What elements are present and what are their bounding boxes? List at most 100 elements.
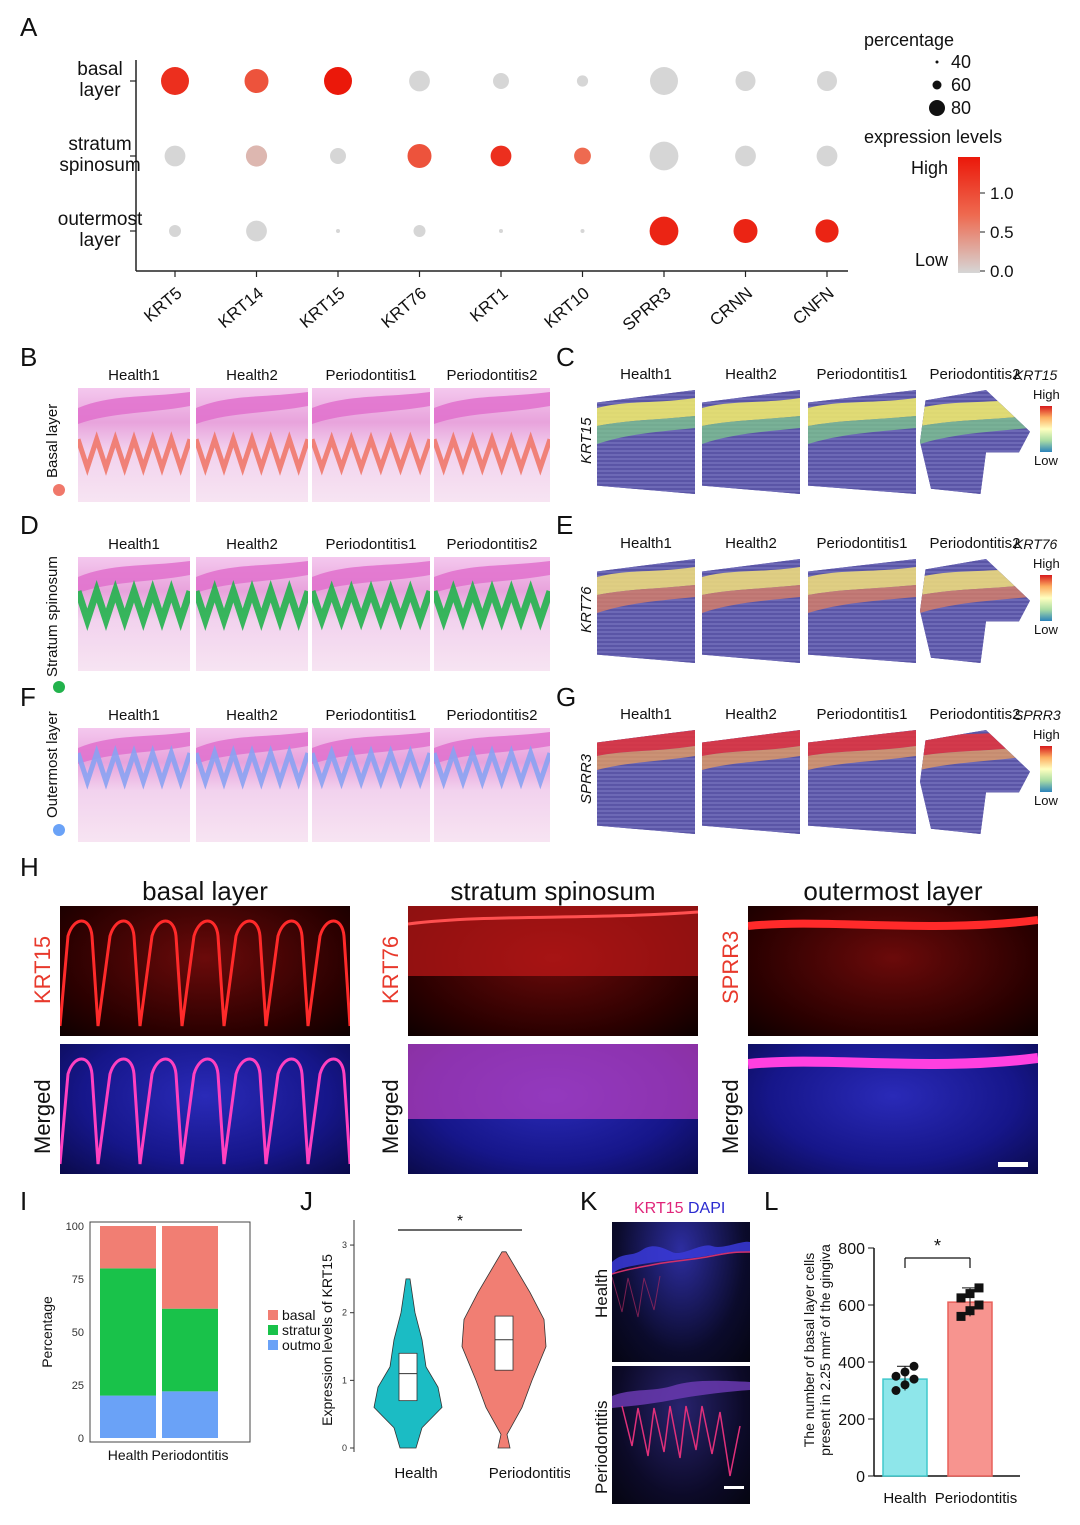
spatial-sample-title: Health1 — [620, 535, 672, 552]
spatial-sample-title: Periodontitis2 — [929, 366, 1021, 383]
he-tissue-image — [78, 557, 190, 671]
spatial-sample-title: Health2 — [725, 366, 777, 383]
legend-swatch-basal — [268, 1310, 278, 1320]
size-legend-dot-40 — [935, 60, 939, 64]
data-point — [974, 1300, 984, 1310]
panel-i-letter: I — [20, 1186, 28, 1216]
plot-frame — [89, 1221, 251, 1443]
x-tick-label: Periodontitis — [151, 1447, 228, 1463]
panel-g-letter: G — [556, 682, 577, 712]
layer-mark — [312, 745, 430, 790]
dot-KRT5-0 — [161, 67, 189, 95]
spatial-legend-low: Low — [1034, 793, 1058, 808]
size-legend-title: percentage — [864, 30, 954, 50]
he-tissue-image — [312, 557, 430, 671]
layer-mark — [196, 745, 308, 790]
stacked-bar-chart-i: 0 25 50 75 100 Percentage Health Periodontitis b… — [39, 1221, 320, 1463]
he-tissue-image — [78, 728, 190, 842]
panel-l-letter: L — [764, 1186, 779, 1216]
layer-mark — [312, 580, 430, 631]
he-row-label-2: Outermost layer — [44, 711, 61, 818]
epithelium — [312, 561, 430, 593]
mid-expression-band — [808, 746, 916, 770]
if-marker-overlay — [408, 906, 698, 976]
spatial-map-image — [702, 559, 800, 663]
layer-mark — [196, 431, 308, 476]
color-legend-tick-label-0.5: 0.5 — [990, 223, 1014, 242]
he-sample-title: Health2 — [226, 367, 278, 384]
he-sample-title: Periodontitis1 — [325, 367, 417, 384]
spatial-legend-bar — [1040, 575, 1052, 621]
size-legend-dot-80 — [929, 100, 945, 116]
box-Health — [398, 1352, 418, 1402]
he-overlay — [78, 732, 190, 790]
gene-label-KRT10: KRT10 — [541, 284, 594, 332]
color-legend-high: High — [911, 158, 948, 178]
spatial-expression-overlay — [597, 567, 695, 613]
gene-label-KRT15: KRT15 — [296, 284, 349, 332]
row-label-2: outermost layer — [58, 209, 143, 251]
spatial-map-image — [597, 390, 695, 494]
panel-f-letter: F — [20, 682, 36, 712]
gene-label-CNFN: CNFN — [789, 284, 837, 329]
he-overlay — [312, 392, 430, 476]
row-label-0: basal layer — [77, 59, 122, 101]
spatial-legend-low: Low — [1034, 453, 1058, 468]
spatial-sample-title: Health1 — [620, 366, 672, 383]
size-legend-dot-60 — [932, 80, 942, 90]
marker-signal — [60, 919, 350, 1027]
spatial-sample-title: Periodontitis2 — [929, 535, 1021, 552]
he-row-dot-0 — [53, 484, 65, 496]
bar-Health — [882, 1378, 928, 1477]
layer-mark — [78, 431, 190, 476]
epithelium — [434, 392, 550, 424]
panel-k-health-image — [612, 1222, 750, 1362]
merged-signal — [408, 1044, 698, 1119]
spatial-map-image — [920, 559, 1030, 663]
panel-k-periodontitis-image — [612, 1366, 750, 1504]
dot-KRT15-2 — [336, 229, 340, 233]
mid-expression-band — [808, 416, 916, 444]
he-overlay — [196, 561, 308, 631]
y-tick-label: 0 — [342, 1443, 347, 1453]
spatial-map-image — [597, 559, 695, 663]
panel-a-letter: A — [20, 12, 38, 42]
spatial-map-image — [808, 730, 916, 834]
dot-KRT1-0 — [493, 73, 509, 89]
data-point — [891, 1386, 901, 1395]
y-axis-label: Percentage — [39, 1296, 55, 1368]
bar-basal-Health — [100, 1226, 156, 1269]
gene-label-KRT14: KRT14 — [215, 284, 268, 332]
x-tick-label: Health — [394, 1465, 437, 1482]
if-marker-image — [60, 906, 350, 1036]
bar-chart-l: 0 200 400 600 800 The number of basal layer c… — [801, 1236, 1020, 1507]
x-tick-label: Health — [108, 1447, 148, 1463]
spatial-legend-gene: KRT76 — [1014, 536, 1058, 552]
y-tick-label: 25 — [72, 1380, 84, 1392]
panel-k-marker-label: KRT15 — [634, 1200, 684, 1217]
dot-KRT1-2 — [499, 229, 503, 233]
legend-label-outmost: outmost — [282, 1337, 320, 1353]
panel-d-letter: D — [20, 510, 39, 540]
panel-k-title: KRT15 DAPI — [634, 1200, 725, 1218]
panel-j-letter: J — [300, 1186, 313, 1216]
mid-expression-band — [920, 746, 1030, 770]
data-point — [900, 1380, 910, 1390]
spatial-sample-title: Periodontitis1 — [816, 706, 908, 723]
color-legend-title: expression levels — [864, 127, 1002, 147]
y-axis-label: Expression levels of KRT15 — [319, 1254, 335, 1426]
mid-expression-band — [597, 746, 695, 770]
spatial-map-image — [702, 390, 800, 494]
data-point — [900, 1367, 910, 1377]
dot-KRT1-1 — [490, 145, 512, 167]
y-tick-label: 600 — [838, 1298, 865, 1315]
significance-star: * — [934, 1236, 941, 1256]
spatial-sample-title: Periodontitis1 — [816, 535, 908, 552]
merged-signal — [60, 1057, 350, 1165]
data-point — [965, 1289, 975, 1299]
spatial-expression-overlay — [808, 398, 916, 444]
dot-CNFN-2 — [815, 219, 839, 243]
x-tick-label: Periodontitis — [935, 1490, 1018, 1507]
he-row-label-0: Basal layer — [44, 403, 61, 478]
spatial-sample-title: Health1 — [620, 706, 672, 723]
